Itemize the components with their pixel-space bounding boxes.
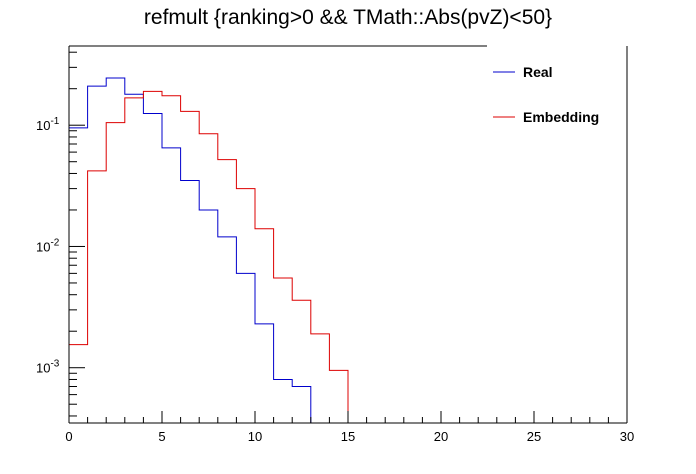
series-layer — [69, 77, 349, 423]
x-tick-label: 0 — [65, 429, 72, 444]
x-tick-label: 15 — [341, 429, 355, 444]
legend-label-embedding: Embedding — [523, 109, 599, 125]
x-tick-label: 20 — [434, 429, 448, 444]
x-tick-label: 30 — [620, 429, 634, 444]
y-tick-label: 10-1 — [36, 116, 60, 133]
series-line-embedding — [69, 90, 349, 423]
x-tick-label: 10 — [248, 429, 262, 444]
legend: Real Embedding — [493, 64, 599, 125]
series-line-real — [69, 77, 312, 423]
chart-title: refmult {ranking>0 && TMath::Abs(pvZ)<50… — [143, 6, 553, 29]
x-tick-label: 5 — [158, 429, 165, 444]
axes-layer: 0 5 10 15 20 25 30 10-3 10-2 10-1 — [36, 45, 634, 444]
y-tick-label: 10-3 — [36, 359, 60, 376]
x-tick-label: 25 — [527, 429, 541, 444]
y-tick-label: 10-2 — [36, 237, 60, 254]
legend-label-real: Real — [523, 64, 553, 80]
